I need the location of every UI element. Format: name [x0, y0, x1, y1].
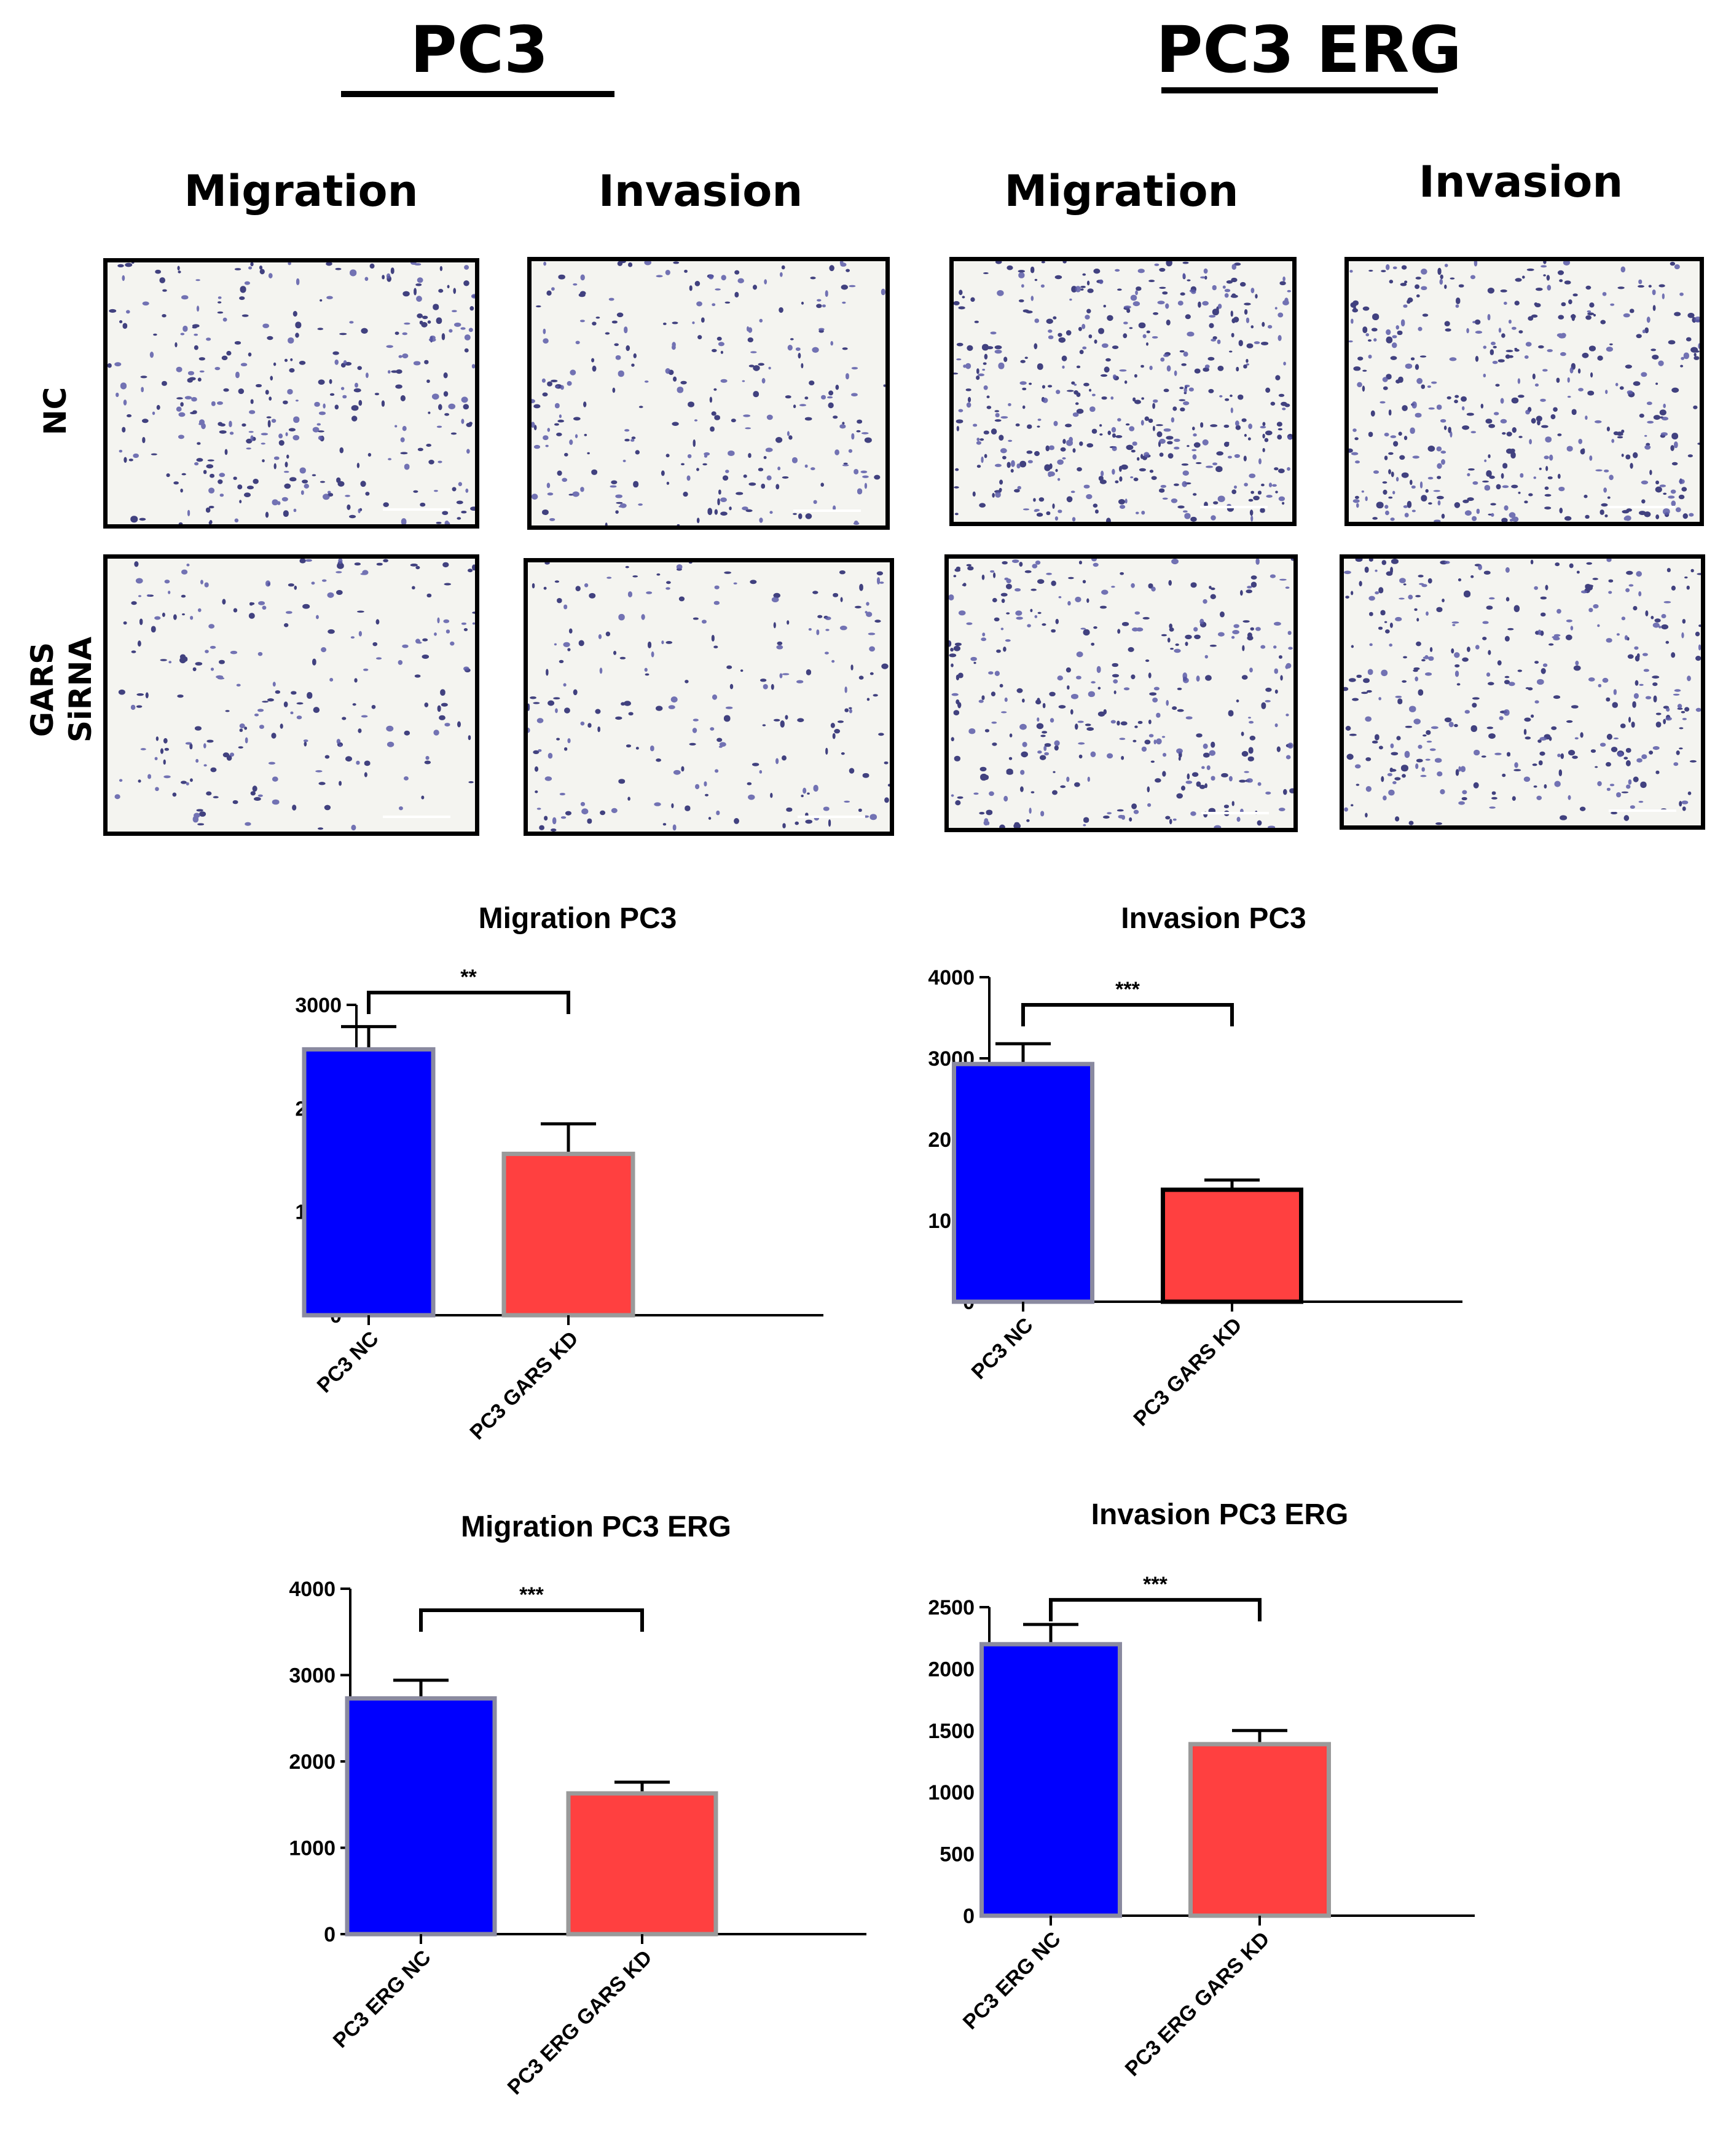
y-tick-label: 1000 — [289, 1837, 336, 1860]
chart-title: Invasion PC3 ERG — [1091, 1498, 1349, 1531]
pc3-nc-invasion-texture — [532, 261, 885, 525]
row-label-nc-text: NC — [37, 387, 73, 436]
y-tick-label: 2000 — [928, 1658, 975, 1681]
y-tick-label: 2500 — [928, 1596, 975, 1619]
chart-title: Invasion PC3 — [1121, 902, 1306, 935]
pc3-group-title: PC3 — [410, 12, 549, 87]
bar-nc — [979, 1642, 1122, 1918]
pc3erg-nc-invasion-texture — [1349, 261, 1700, 522]
chart-title: Migration PC3 — [479, 902, 677, 935]
row-label-gars-text: GARS — [25, 642, 60, 738]
y-tick-label: 2000 — [289, 1750, 336, 1774]
y-tick-label: 3000 — [289, 1664, 336, 1688]
pc3erg-nc-migration-texture — [954, 261, 1292, 522]
micrograph-pc3-kd-migration — [103, 554, 479, 836]
micrograph-pc3erg-nc-migration — [949, 257, 1297, 526]
y-tick-label: 0 — [324, 1923, 336, 1946]
x-tick-label: PC3 ERG GARS KD — [503, 1946, 657, 2099]
chart-migration-pc3erg: Migration PC3 ERG 0 1000 2000 3000 4000 PC3 ER… — [289, 1511, 866, 2099]
pc3-nc-migration-texture — [108, 262, 475, 524]
bar-gars-kd — [566, 1791, 718, 1937]
y-tick-label: 4000 — [928, 966, 975, 989]
pc3-kd-invasion-texture — [528, 562, 890, 832]
bar-nc — [302, 1047, 436, 1318]
pc3erg-group-underline — [1161, 87, 1438, 93]
significance-bracket — [419, 1608, 644, 1632]
x-tick-label: PC3 GARS KD — [465, 1327, 583, 1444]
y-tick-label: 1000 — [928, 1781, 975, 1804]
x-tick-label: PC3 GARS KD — [1129, 1313, 1246, 1431]
pc3-kd-migration-texture — [108, 559, 475, 832]
significance-stars: *** — [1143, 1573, 1168, 1596]
pc3erg-group-title: PC3 ERG — [1156, 12, 1462, 87]
row-label-gars-sirna: GARS SiRNA — [23, 610, 100, 769]
micrograph-pc3erg-kd-invasion — [1340, 554, 1705, 830]
significance-bracket — [1049, 1598, 1262, 1622]
x-tick-label: PC3 ERG NC — [329, 1946, 436, 2053]
y-tick-label: 0 — [963, 1905, 975, 1928]
y-tick-label: 4000 — [289, 1578, 336, 1601]
bar-nc — [952, 1061, 1094, 1304]
y-tick-label: 500 — [940, 1843, 975, 1867]
column-header-pc3-invasion: Invasion — [598, 166, 803, 216]
bar-gars-kd — [501, 1151, 635, 1318]
significance-bracket — [367, 991, 570, 1014]
x-tick-label: PC3 NC — [967, 1313, 1038, 1384]
x-tick-label: PC3 ERG GARS KD — [1121, 1927, 1274, 2081]
significance-stars: ** — [460, 966, 477, 989]
pc3erg-kd-migration-texture — [949, 559, 1293, 828]
significance-stars: *** — [519, 1583, 544, 1607]
bar-nc — [345, 1696, 497, 1937]
pc3erg-kd-invasion-texture — [1344, 559, 1701, 825]
column-header-pc3-migration: Migration — [184, 166, 418, 216]
column-header-pc3erg-invasion: Invasion — [1418, 157, 1623, 207]
y-tick-label: 3000 — [295, 994, 342, 1017]
chart-invasion-pc3erg: Invasion PC3 ERG 0 500 1000 1500 2000 2500 PC3 … — [928, 1498, 1475, 2081]
micrograph-pc3-nc-invasion — [527, 257, 890, 530]
y-tick-label: 1500 — [928, 1720, 975, 1743]
row-label-sirna-text: SiRNA — [63, 636, 98, 743]
significance-stars: *** — [1115, 978, 1140, 1001]
pc3-group-underline — [341, 91, 614, 97]
micrograph-pc3-kd-invasion — [524, 558, 894, 836]
x-tick-label: PC3 ERG NC — [959, 1927, 1066, 2034]
micrograph-pc3erg-kd-migration — [944, 554, 1298, 832]
chart-title: Migration PC3 ERG — [461, 1511, 731, 1543]
column-header-pc3erg-migration: Migration — [1004, 166, 1239, 216]
micrograph-pc3erg-nc-invasion — [1344, 257, 1704, 526]
bar-gars-kd — [1188, 1742, 1331, 1918]
significance-bracket — [1021, 1003, 1234, 1026]
micrograph-pc3-nc-migration — [103, 258, 479, 529]
bar-gars-kd — [1161, 1187, 1303, 1304]
row-label-nc: NC — [36, 350, 74, 473]
x-tick-label: PC3 NC — [313, 1327, 383, 1398]
